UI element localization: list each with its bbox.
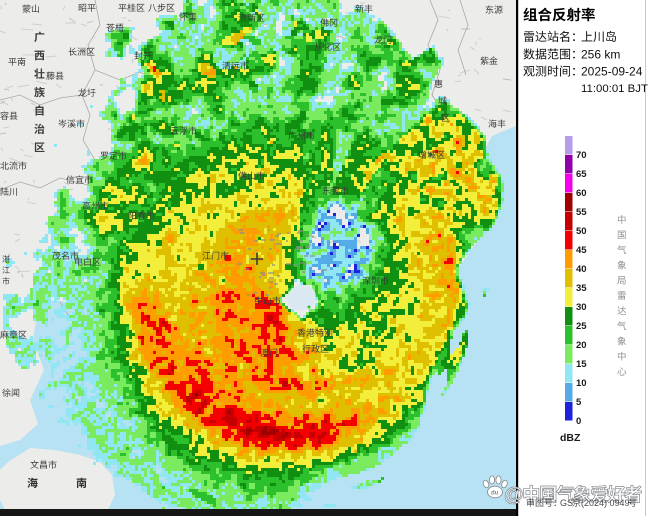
svg-text:30: 30 xyxy=(576,302,587,313)
svg-text:55: 55 xyxy=(576,207,587,218)
svg-text:45: 45 xyxy=(576,245,587,256)
svg-text:65: 65 xyxy=(576,169,587,180)
svg-text:15: 15 xyxy=(576,359,587,370)
svg-text:2025-09-24: 2025-09-24 xyxy=(581,65,643,79)
svg-text:0: 0 xyxy=(576,416,581,427)
svg-text:50: 50 xyxy=(576,226,587,237)
svg-text:10: 10 xyxy=(576,378,587,389)
svg-text:60: 60 xyxy=(576,188,587,199)
svg-text:40: 40 xyxy=(576,264,587,275)
svg-text:20: 20 xyxy=(576,340,587,351)
svg-text:70: 70 xyxy=(576,150,587,161)
svg-text:GS: GS xyxy=(560,498,573,508)
svg-text:11:00:01 BJT: 11:00:01 BJT xyxy=(581,83,648,95)
svg-text:@: @ xyxy=(504,484,524,506)
svg-text:25: 25 xyxy=(576,321,587,332)
svg-text:dBZ: dBZ xyxy=(560,432,581,444)
svg-text:256 km: 256 km xyxy=(581,48,620,62)
svg-text:35: 35 xyxy=(576,283,587,294)
svg-text:5: 5 xyxy=(576,397,582,408)
svg-text:du: du xyxy=(491,491,499,497)
svg-text:(2024) 0949: (2024) 0949 xyxy=(581,498,630,508)
